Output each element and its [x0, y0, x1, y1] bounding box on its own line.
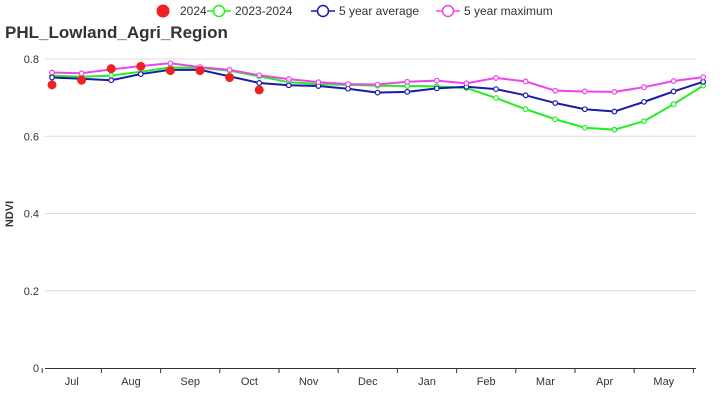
- legend-item-5-year-maximum[interactable]: 5 year maximum: [436, 4, 553, 18]
- series-5-year-maximum: [49, 60, 707, 95]
- data-point[interactable]: [345, 85, 351, 92]
- data-point[interactable]: [670, 88, 677, 95]
- data-point[interactable]: [165, 66, 175, 76]
- data-point[interactable]: [581, 124, 588, 131]
- data-point[interactable]: [256, 80, 263, 86]
- data-point[interactable]: [493, 75, 499, 81]
- x-tick-label: Jan: [418, 376, 436, 388]
- series-layer: [47, 60, 707, 133]
- data-point[interactable]: [552, 100, 559, 106]
- data-point[interactable]: [433, 85, 440, 92]
- data-point[interactable]: [611, 108, 618, 115]
- x-tick-label: Feb: [477, 376, 496, 388]
- legend-label: 5 year maximum: [464, 4, 553, 18]
- data-point[interactable]: [522, 92, 529, 99]
- data-point[interactable]: [700, 74, 707, 81]
- data-point[interactable]: [404, 78, 411, 85]
- x-axis: Jul Aug Sep Oct Nov Dec Jan Feb Mar Apr May: [41, 368, 696, 388]
- data-point[interactable]: [522, 78, 529, 85]
- legend-item-2023-2024[interactable]: 2023-2024: [207, 4, 293, 18]
- data-point[interactable]: [552, 87, 559, 94]
- legend-label: 5 year average: [339, 4, 419, 18]
- data-point[interactable]: [195, 66, 205, 76]
- series-2023-2024: [49, 64, 707, 133]
- data-point[interactable]: [641, 118, 647, 125]
- y-tick-label: 0.6: [24, 131, 39, 143]
- data-point[interactable]: [463, 80, 470, 87]
- data-point[interactable]: [345, 81, 351, 88]
- data-point[interactable]: [254, 85, 264, 95]
- x-tick-label: Aug: [121, 376, 141, 388]
- data-point[interactable]: [641, 84, 647, 91]
- series-2024: [47, 61, 264, 95]
- x-tick-label: Jul: [65, 376, 79, 388]
- data-point[interactable]: [226, 66, 233, 73]
- data-point[interactable]: [47, 80, 57, 90]
- y-tick-label: 0: [33, 363, 39, 375]
- data-point[interactable]: [285, 82, 292, 89]
- data-point[interactable]: [108, 77, 115, 84]
- x-tick-label: Mar: [536, 376, 555, 388]
- legend-marker: [212, 4, 226, 18]
- x-tick-label: Apr: [596, 376, 613, 388]
- legend-item-2024[interactable]: 2024: [156, 4, 208, 18]
- data-point[interactable]: [315, 79, 322, 86]
- x-tick-label: Oct: [241, 376, 258, 388]
- data-point[interactable]: [493, 86, 499, 93]
- legend-label: 2023-2024: [235, 4, 293, 18]
- y-axis-ticks: 0 0.2 0.4 0.6 0.8: [24, 54, 39, 375]
- legend: 2024 2023-2024 5 year average 5 year maximu…: [156, 4, 553, 18]
- data-point[interactable]: [225, 73, 235, 83]
- legend-marker: [316, 4, 330, 18]
- data-point[interactable]: [611, 88, 618, 95]
- x-tick-label: Sep: [180, 376, 200, 388]
- x-tick-label: Dec: [358, 376, 378, 388]
- series-5-year-average: [49, 66, 707, 115]
- legend-marker: [156, 4, 170, 18]
- chart-title: PHL_Lowland_Agri_Region: [5, 23, 228, 42]
- data-point[interactable]: [522, 106, 529, 113]
- x-tick-label: May: [653, 376, 674, 388]
- data-point[interactable]: [374, 81, 381, 88]
- data-point[interactable]: [641, 98, 647, 105]
- data-point[interactable]: [106, 64, 116, 74]
- data-point[interactable]: [670, 101, 677, 108]
- legend-item-5-year-average[interactable]: 5 year average: [311, 4, 419, 18]
- data-point[interactable]: [49, 74, 55, 81]
- x-tick-label: Nov: [299, 376, 319, 388]
- data-point[interactable]: [581, 88, 588, 95]
- data-point[interactable]: [167, 60, 174, 67]
- gridlines: [45, 58, 696, 292]
- y-axis-label: NDVI: [4, 201, 16, 227]
- data-point[interactable]: [404, 88, 411, 95]
- data-point[interactable]: [493, 95, 499, 101]
- data-point[interactable]: [700, 78, 707, 85]
- y-tick-label: 0.8: [24, 54, 39, 66]
- data-point[interactable]: [256, 72, 263, 79]
- data-point[interactable]: [433, 77, 440, 84]
- y-tick-label: 0.4: [24, 209, 39, 221]
- data-point[interactable]: [136, 61, 146, 71]
- data-point[interactable]: [49, 69, 55, 76]
- legend-marker: [441, 4, 455, 18]
- data-point[interactable]: [137, 71, 144, 77]
- data-point[interactable]: [670, 78, 677, 84]
- y-tick-label: 0.2: [24, 286, 39, 298]
- data-point[interactable]: [552, 116, 559, 123]
- legend-label: 2024: [180, 4, 207, 18]
- data-point[interactable]: [77, 75, 87, 85]
- data-point[interactable]: [581, 106, 588, 113]
- data-point[interactable]: [611, 126, 618, 133]
- data-point[interactable]: [374, 89, 381, 96]
- data-point[interactable]: [108, 72, 115, 79]
- data-point[interactable]: [285, 76, 292, 82]
- data-point[interactable]: [78, 70, 85, 77]
- series-line: [51, 66, 704, 131]
